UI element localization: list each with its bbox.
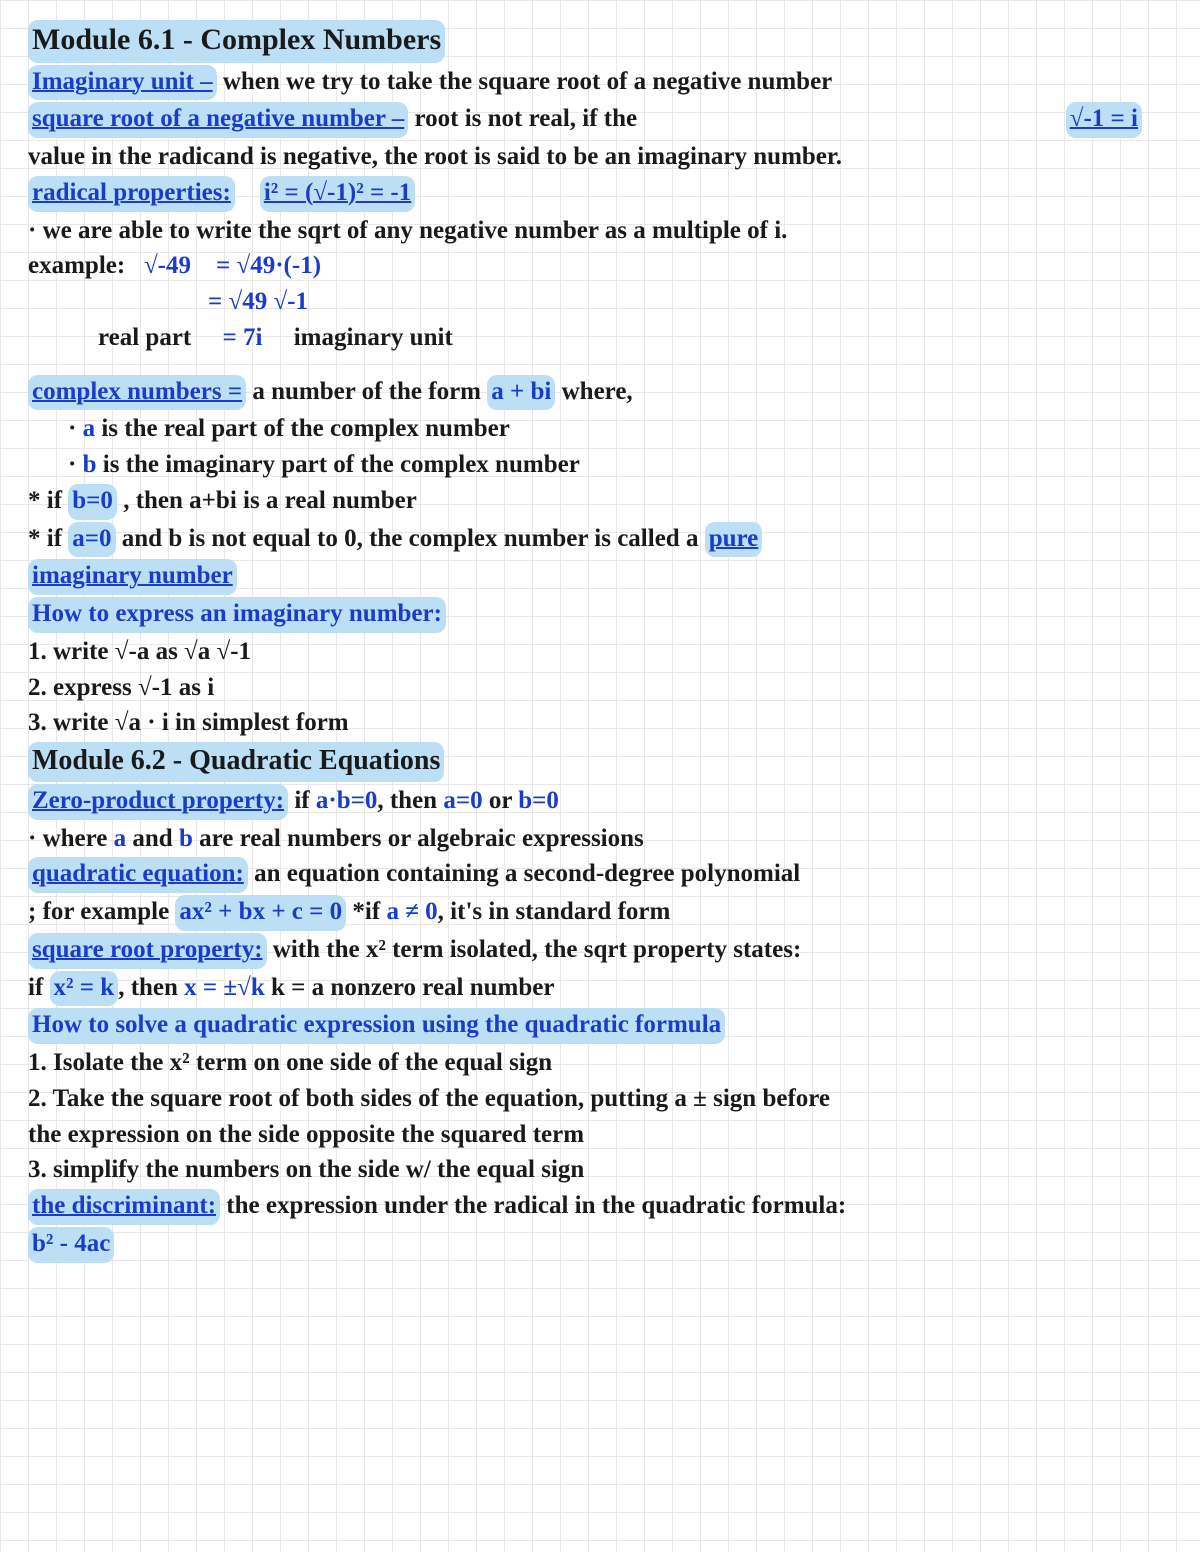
cn-def-1: a number of the form bbox=[246, 378, 487, 405]
how-solve-header: How to solve a quadratic expression usin… bbox=[28, 1008, 725, 1044]
bullet: · bbox=[68, 451, 83, 478]
radical-props-term: radical properties: bbox=[28, 176, 235, 212]
b-var: b bbox=[83, 451, 97, 478]
zp-ab: a·b=0 bbox=[316, 787, 378, 814]
b-desc: is the imaginary part of the complex num… bbox=[97, 451, 580, 478]
bullet: · bbox=[68, 415, 83, 442]
a-zero: a=0 bbox=[68, 522, 115, 558]
pure-imag-line: imaginary number bbox=[28, 559, 1172, 595]
qe-for-example: ; for example bbox=[28, 898, 175, 925]
radical-props-line: radical properties: i² = (√-1)² = -1 bbox=[28, 176, 1172, 212]
quad-eq-example: ; for example ax² + bx + c = 0 *if a ≠ 0… bbox=[28, 895, 1172, 931]
sqrt-prop-def: with the x² term isolated, the sqrt prop… bbox=[267, 936, 802, 963]
title2-text: Module 6.2 - Quadratic Equations bbox=[28, 742, 444, 782]
sqrt-prop-term: square root property: bbox=[28, 933, 267, 969]
example-rhs2: = √49 √-1 bbox=[208, 288, 308, 315]
qstep2b: the expression on the side opposite the … bbox=[28, 1118, 1172, 1152]
cn-a-line: · a is the real part of the complex numb… bbox=[28, 412, 1172, 446]
sqrt-prop-line: square root property: with the x² term i… bbox=[28, 933, 1172, 969]
qstep3: 3. simplify the numbers on the side w/ t… bbox=[28, 1153, 1172, 1187]
star: * if bbox=[28, 525, 68, 552]
discriminant-term: the discriminant: bbox=[28, 1189, 220, 1225]
quad-eq-def: an equation containing a second-degree p… bbox=[248, 860, 800, 887]
complex-numbers-line: complex numbers = a number of the form a… bbox=[28, 375, 1172, 411]
imaginary-unit-def: when we try to take the square root of a… bbox=[217, 68, 833, 95]
zp-b0: b=0 bbox=[518, 787, 559, 814]
imag-unit-label: imaginary unit bbox=[294, 324, 453, 351]
b-zero: b=0 bbox=[68, 484, 117, 520]
sqrt-prop-formula: if x² = k, then x = ±√k k = a nonzero re… bbox=[28, 971, 1172, 1007]
zero-product-where: · where a and b are real numbers or alge… bbox=[28, 822, 1172, 856]
zp-a0: a=0 bbox=[443, 787, 482, 814]
example-line1: example: √-49 = √49·(-1) bbox=[28, 249, 1172, 283]
qe-std-form: , it's in standard form bbox=[438, 898, 671, 925]
cn-b0-line: * if b=0 , then a+bi is a real number bbox=[28, 484, 1172, 520]
sqrt-neg-term: square root of a negative number – bbox=[28, 102, 408, 138]
pure-word: pure bbox=[705, 522, 763, 558]
cn-b-line: · b is the imaginary part of the complex… bbox=[28, 448, 1172, 482]
quad-eq-line: quadratic equation: an equation containi… bbox=[28, 857, 1172, 893]
b-zero-desc: , then a+bi is a real number bbox=[117, 487, 417, 514]
sqrt-neg-formula: √-1 = i bbox=[1066, 102, 1142, 138]
how-express-header: How to express an imaginary number: bbox=[28, 597, 446, 633]
qe-anot0: a ≠ 0 bbox=[386, 898, 437, 925]
sr-k-desc: k = a nonzero real number bbox=[265, 974, 555, 1001]
zero-product-term: Zero-product property: bbox=[28, 784, 288, 820]
zp-if: if bbox=[288, 787, 316, 814]
example-lhs: √-49 bbox=[144, 252, 191, 279]
sqrt-neg-def: root is not real, if the bbox=[408, 105, 637, 132]
example-line3: real part = 7i imaginary unit bbox=[28, 321, 1172, 355]
example-label: example: bbox=[28, 252, 125, 279]
cn-def-2: where, bbox=[555, 378, 632, 405]
how-express-line: How to express an imaginary number: bbox=[28, 597, 1172, 633]
zp-desc: are real numbers or algebraic expression… bbox=[193, 825, 644, 852]
sr-x2k: x² = k bbox=[50, 971, 119, 1007]
zp-where: · where bbox=[28, 825, 114, 852]
sqrt-neg-line: square root of a negative number – root … bbox=[28, 102, 1172, 138]
real-part-label: real part bbox=[98, 324, 191, 351]
cn-a0-line: * if a=0 and b is not equal to 0, the co… bbox=[28, 522, 1172, 558]
title-text: Module 6.1 - Complex Numbers bbox=[28, 20, 445, 63]
zero-product-line: Zero-product property: if a·b=0, then a=… bbox=[28, 784, 1172, 820]
a-zero-desc: and b is not equal to 0, the complex num… bbox=[116, 525, 705, 552]
imaginary-unit-line: Imaginary unit – when we try to take the… bbox=[28, 65, 1172, 101]
sr-if: if bbox=[28, 974, 50, 1001]
a-var: a bbox=[83, 415, 96, 442]
a-desc: is the real part of the complex number bbox=[95, 415, 510, 442]
pure-imag-term: imaginary number bbox=[28, 559, 237, 595]
zp-a: a bbox=[114, 825, 127, 852]
sr-then: , then bbox=[118, 974, 184, 1001]
multiple-of-i-line: · we are able to write the sqrt of any n… bbox=[28, 214, 1172, 248]
star: * if bbox=[28, 487, 68, 514]
module-title-2: Module 6.2 - Quadratic Equations bbox=[28, 742, 1172, 782]
cn-form: a + bi bbox=[487, 375, 555, 411]
discriminant-line: the discriminant: the expression under t… bbox=[28, 1189, 1172, 1225]
discriminant-formula: b² - 4ac bbox=[28, 1227, 114, 1263]
sr-sqrt: x = ±√k bbox=[184, 974, 265, 1001]
example-line2: = √49 √-1 bbox=[28, 285, 1172, 319]
qstep1: 1. Isolate the x² term on one side of th… bbox=[28, 1046, 1172, 1080]
zp-and: and bbox=[126, 825, 179, 852]
example-rhs1: = √49·(-1) bbox=[216, 252, 321, 279]
complex-numbers-term: complex numbers = bbox=[28, 375, 246, 411]
discriminant-def: the expression under the radical in the … bbox=[220, 1192, 846, 1219]
quad-eq-term: quadratic equation: bbox=[28, 857, 248, 893]
radical-props-formula: i² = (√-1)² = -1 bbox=[260, 176, 415, 212]
qe-if: *if bbox=[346, 898, 386, 925]
module-title: Module 6.1 - Complex Numbers bbox=[28, 20, 1172, 63]
zp-or: or bbox=[483, 787, 519, 814]
discriminant-formula-line: b² - 4ac bbox=[28, 1227, 1172, 1263]
radicand-line: value in the radicand is negative, the r… bbox=[28, 140, 1172, 174]
qstep2: 2. Take the square root of both sides of… bbox=[28, 1082, 1172, 1116]
step3: 3. write √a · i in simplest form bbox=[28, 706, 1172, 740]
step1: 1. write √-a as √a √-1 bbox=[28, 635, 1172, 669]
zp-b: b bbox=[179, 825, 193, 852]
imaginary-unit-term: Imaginary unit – bbox=[28, 65, 217, 101]
zp-then: , then bbox=[377, 787, 443, 814]
step2: 2. express √-1 as i bbox=[28, 671, 1172, 705]
how-solve-line: How to solve a quadratic expression usin… bbox=[28, 1008, 1172, 1044]
qe-standard: ax² + bx + c = 0 bbox=[175, 895, 346, 931]
example-result: = 7i bbox=[223, 324, 263, 351]
